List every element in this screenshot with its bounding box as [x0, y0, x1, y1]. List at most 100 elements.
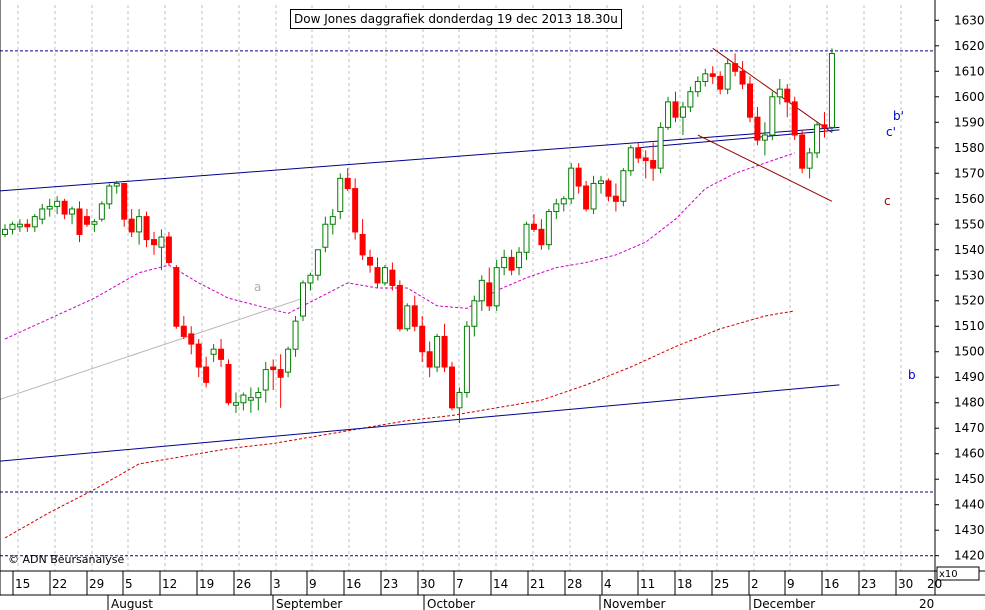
candle-up — [39, 208, 46, 220]
candle-down — [225, 363, 232, 404]
candle-down — [180, 325, 187, 337]
candle-up — [31, 216, 38, 228]
x-tick-label: 23 — [861, 577, 876, 591]
month-label: October — [427, 597, 475, 610]
y-tick-label: 1630 — [954, 13, 985, 27]
candle-up — [113, 182, 120, 187]
candle-up — [9, 223, 16, 230]
trendline-b' — [0, 126, 840, 192]
candle-down — [739, 70, 746, 85]
x-tick-label: 23 — [383, 577, 398, 591]
candle-down — [650, 160, 657, 169]
candle-up — [702, 73, 709, 82]
candle-down — [538, 228, 545, 246]
y-tick-label: 1430 — [954, 523, 985, 537]
line-label: b' — [893, 109, 904, 123]
line-label: c' — [886, 125, 896, 139]
candle-down — [24, 223, 31, 228]
x-tick-label: 15 — [15, 577, 30, 591]
candle-up — [255, 392, 262, 399]
candle-up — [687, 91, 694, 108]
candle-down — [635, 147, 642, 159]
trendline-c-lower — [697, 134, 833, 202]
candle-up — [590, 182, 597, 210]
candle-down — [754, 116, 761, 141]
trendline-b — [0, 384, 840, 462]
month-label: August — [111, 597, 153, 610]
candle-up — [404, 305, 411, 330]
candle-down — [709, 73, 716, 77]
candle-down — [411, 305, 418, 327]
candle-down — [270, 366, 277, 371]
y-tick-label: 1440 — [954, 498, 985, 512]
candle-up — [620, 170, 627, 202]
candle-up — [814, 124, 821, 154]
candle-down — [277, 369, 284, 378]
x-tick-label: 12 — [162, 577, 177, 591]
candle-up — [434, 335, 441, 368]
candle-down — [508, 256, 515, 271]
trendline-c-upper — [712, 47, 833, 133]
trendline-c' — [638, 129, 840, 149]
candles — [2, 48, 835, 424]
candle-up — [329, 216, 336, 225]
y-tick-label: 1570 — [954, 166, 985, 180]
candle-down — [173, 267, 180, 327]
x-tick-label: 5 — [125, 577, 133, 591]
candle-up — [828, 52, 835, 128]
candle-down — [486, 282, 493, 307]
candle-up — [307, 274, 314, 284]
candle-up — [292, 320, 299, 350]
candle-down — [530, 223, 537, 230]
candle-down — [76, 208, 83, 235]
y-axis-ticks: 1420 1430 1440 1450 1460 1470 1480 1490 1500 1510… — [935, 13, 985, 563]
candle-up — [679, 106, 686, 118]
y-tick-label: 1590 — [954, 115, 985, 129]
candle-down — [791, 101, 798, 136]
candle-down — [396, 284, 403, 330]
candle-up — [232, 402, 239, 406]
candle-up — [769, 96, 776, 136]
candle-up — [501, 256, 508, 269]
x-tick-label: 28 — [567, 577, 582, 591]
candle-up — [456, 392, 463, 409]
candle-down — [612, 195, 619, 202]
candle-down — [732, 63, 739, 72]
candle-down — [188, 333, 195, 345]
candle-up — [314, 249, 321, 276]
month-labels: August September October November December 20 — [107, 595, 934, 610]
year-label: 20 — [919, 597, 934, 610]
candle-down — [642, 157, 649, 162]
candle-up — [262, 369, 269, 391]
candle-up — [657, 126, 664, 169]
candle-down — [784, 88, 791, 103]
candle-down — [583, 185, 590, 210]
moving-average-slow — [4, 310, 795, 539]
line-label: b — [908, 368, 916, 382]
x-tick-label: 3 — [273, 577, 281, 591]
x-axis-ticks: 15 22 29 5 12 19 26 3 9 16 23 30 7 14 21 28 4 11 18 25 2 9 16 2… — [12, 571, 942, 595]
line-label: c — [884, 194, 891, 208]
x-tick-label: 30 — [898, 577, 913, 591]
candle-up — [694, 80, 701, 93]
candle-down — [672, 101, 679, 118]
candle-down — [143, 216, 150, 241]
month-label: September — [276, 597, 342, 610]
y-tick-label: 1500 — [954, 345, 985, 359]
candle-up — [46, 205, 53, 210]
candle-up — [516, 251, 523, 269]
candle-down — [449, 366, 455, 409]
x-tick-label: 21 — [530, 577, 545, 591]
candle-up — [471, 300, 478, 327]
candle-up — [478, 279, 485, 302]
x-tick-label: 16 — [346, 577, 361, 591]
candle-up — [627, 147, 634, 172]
x-tick-label: 11 — [640, 577, 655, 591]
x-tick-label: 9 — [309, 577, 317, 591]
candle-down — [165, 236, 172, 264]
x-tick-label: 20 — [927, 577, 942, 591]
candle-down — [128, 218, 135, 233]
copyright-label: © ADN Beursanalyse — [8, 553, 125, 566]
candle-up — [240, 394, 247, 404]
candle-up — [523, 223, 530, 253]
